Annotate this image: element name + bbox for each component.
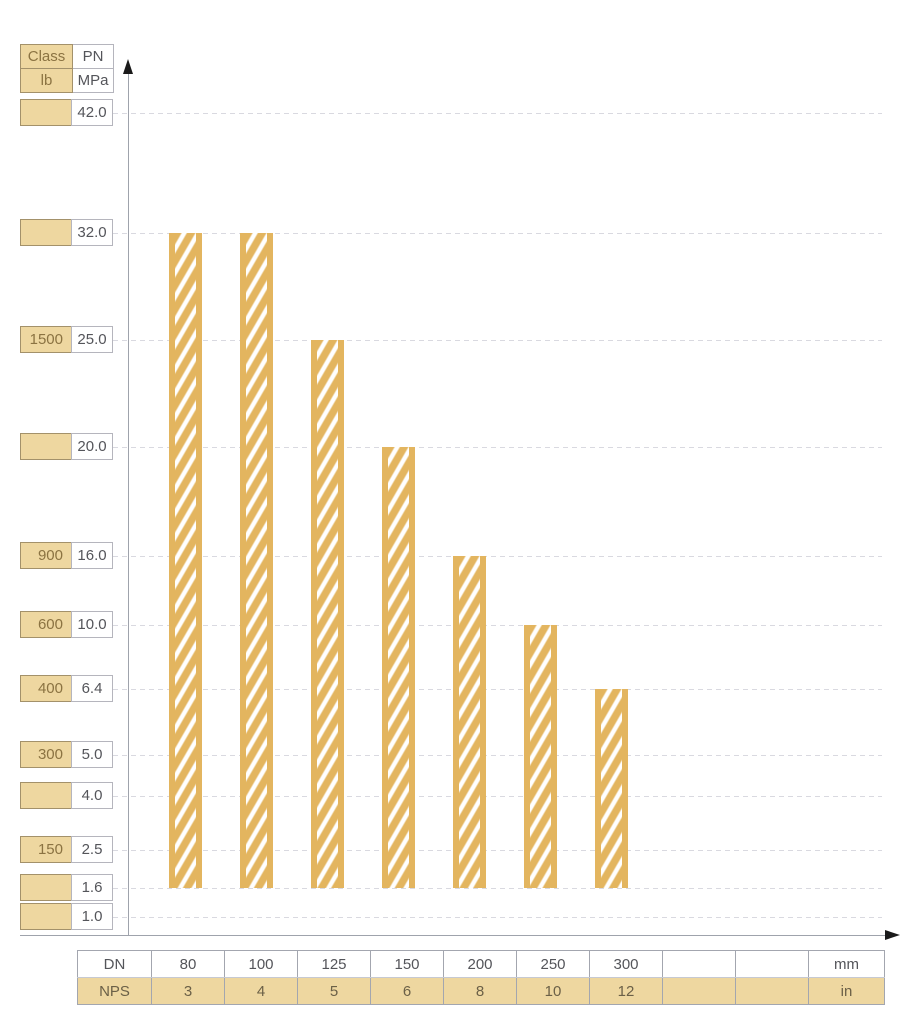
dn-cell-200: 200 — [443, 950, 517, 978]
gridline-4.0 — [113, 796, 882, 797]
dn-cell-125: 125 — [297, 950, 371, 978]
dn-unit-cell: mm — [808, 950, 885, 978]
mpa-label-box-4.0: 4.0 — [71, 782, 113, 809]
dn-cell-empty — [735, 950, 809, 978]
mpa-label-box-16.0: 16.0 — [71, 542, 113, 569]
gridline-25.0 — [113, 340, 882, 341]
bar-dn-100 — [239, 233, 273, 888]
mpa-label-box-32.0: 32.0 — [71, 219, 113, 246]
bar-dn-150 — [381, 447, 415, 888]
nps-cell-10: 10 — [516, 977, 590, 1005]
mpa-label-box-10.0: 10.0 — [71, 611, 113, 638]
y-axis-line — [128, 72, 129, 935]
axis-unit-header: Class PN lb MPa — [20, 44, 114, 93]
gridline-6.4 — [113, 689, 882, 690]
dn-row: DN 80 100 125 150 200 250 300 mm — [77, 950, 885, 978]
x-axis-arrow-icon — [885, 930, 900, 940]
dn-cell-80: 80 — [151, 950, 225, 978]
class-label-box-empty — [20, 903, 72, 930]
gridline-10.0 — [113, 625, 882, 626]
class-label-box-600: 600 — [20, 611, 72, 638]
gridline-42.0 — [113, 113, 882, 114]
bar-dn-200 — [452, 556, 486, 888]
bar-dn-80 — [168, 233, 202, 888]
y-axis-arrow-icon — [123, 59, 133, 74]
nps-unit-cell: in — [808, 977, 885, 1005]
mpa-label-box-1.6: 1.6 — [71, 874, 113, 901]
dn-cell-250: 250 — [516, 950, 590, 978]
dn-header-cell: DN — [77, 950, 152, 978]
class-label-box-empty — [20, 433, 72, 460]
nps-cell-8: 8 — [443, 977, 517, 1005]
mpa-header-cell: MPa — [72, 68, 114, 93]
class-label-box-empty — [20, 874, 72, 901]
dn-cell-300: 300 — [589, 950, 663, 978]
bar-dn-125 — [310, 340, 344, 888]
gridline-20.0 — [113, 447, 882, 448]
lb-header-cell: lb — [20, 68, 73, 93]
gridline-5.0 — [113, 755, 882, 756]
mpa-label-box-20.0: 20.0 — [71, 433, 113, 460]
class-label-box-900: 900 — [20, 542, 72, 569]
dn-nps-table: DN 80 100 125 150 200 250 300 mm NPS 3 4 5 6 8 10 12 in — [77, 950, 885, 1005]
pn-header-cell: PN — [72, 44, 114, 69]
class-header-cell: Class — [20, 44, 73, 69]
class-label-box-empty — [20, 99, 72, 126]
class-label-box-400: 400 — [20, 675, 72, 702]
mpa-label-box-2.5: 2.5 — [71, 836, 113, 863]
nps-cell-empty — [735, 977, 809, 1005]
nps-cell-5: 5 — [297, 977, 371, 1005]
mpa-label-box-1.0: 1.0 — [71, 903, 113, 930]
nps-cell-12: 12 — [589, 977, 663, 1005]
dn-cell-100: 100 — [224, 950, 298, 978]
class-label-box-150: 150 — [20, 836, 72, 863]
nps-cell-empty — [662, 977, 736, 1005]
nps-row: NPS 3 4 5 6 8 10 12 in — [77, 977, 885, 1005]
class-label-box-empty — [20, 219, 72, 246]
gridline-1.6 — [113, 888, 882, 889]
nps-cell-4: 4 — [224, 977, 298, 1005]
nps-header-cell: NPS — [77, 977, 152, 1005]
nps-cell-6: 6 — [370, 977, 444, 1005]
mpa-label-box-5.0: 5.0 — [71, 741, 113, 768]
mpa-label-box-42.0: 42.0 — [71, 99, 113, 126]
gridline-1.0 — [113, 917, 882, 918]
gridline-16.0 — [113, 556, 882, 557]
dn-cell-150: 150 — [370, 950, 444, 978]
bar-dn-250 — [523, 625, 557, 888]
mpa-label-box-25.0: 25.0 — [71, 326, 113, 353]
bar-dn-300 — [594, 689, 628, 888]
class-label-box-empty — [20, 782, 72, 809]
mpa-label-box-6.4: 6.4 — [71, 675, 113, 702]
class-label-box-1500: 1500 — [20, 326, 72, 353]
dn-cell-empty — [662, 950, 736, 978]
x-axis-line — [20, 935, 888, 936]
nps-cell-3: 3 — [151, 977, 225, 1005]
class-label-box-300: 300 — [20, 741, 72, 768]
gridline-2.5 — [113, 850, 882, 851]
gridline-32.0 — [113, 233, 882, 234]
